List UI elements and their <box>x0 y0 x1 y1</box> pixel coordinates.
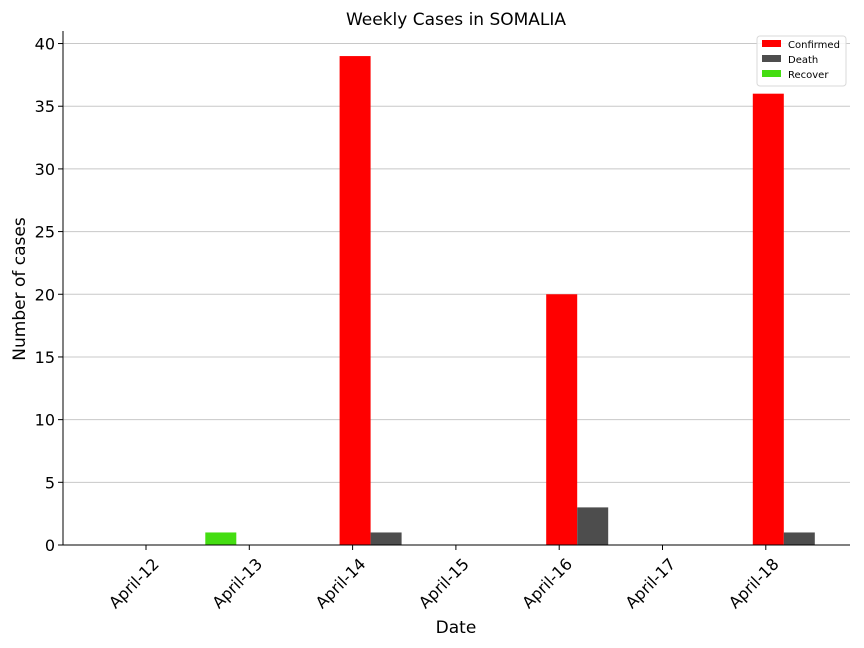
x-tick-label: April-13 <box>208 554 266 612</box>
y-tick-label: 5 <box>45 473 55 492</box>
x-tick-label: April-12 <box>105 554 163 612</box>
y-tick-label: 0 <box>45 536 55 555</box>
bar-confirmed-april-14 <box>339 56 371 545</box>
gridlines <box>63 43 850 483</box>
bar-death-april-16 <box>577 507 609 545</box>
axes <box>62 31 850 546</box>
legend-swatch <box>762 70 781 77</box>
y-tick-label: 35 <box>35 97 55 116</box>
y-tick-label: 10 <box>35 411 55 430</box>
chart-title: Weekly Cases in SOMALIA <box>346 10 566 30</box>
x-tick-label: April-15 <box>415 554 473 612</box>
x-tick-label: April-18 <box>725 554 783 612</box>
y-tick-label: 40 <box>35 35 55 54</box>
legend-swatch <box>762 40 781 47</box>
bars <box>205 56 815 546</box>
legend-label: Death <box>788 55 818 66</box>
bar-death-april-14 <box>370 532 402 545</box>
x-tick-label: April-17 <box>622 554 680 612</box>
legend-swatch <box>762 55 781 62</box>
x-axis-title: Date <box>436 618 477 638</box>
y-tick-label: 30 <box>35 160 55 179</box>
x-tick-label: April-16 <box>518 554 576 612</box>
legend-label: Recover <box>788 70 829 81</box>
legend-label: Confirmed <box>788 40 840 51</box>
x-ticks: April-12 April-13 April-14 April-15 April-16… <box>105 545 783 612</box>
bar-confirmed-april-18 <box>752 93 784 546</box>
y-tick-label: 15 <box>35 348 55 367</box>
x-tick-label: April-14 <box>312 554 370 612</box>
legend: Confirmed Death Recover <box>756 35 847 87</box>
y-tick-label: 25 <box>35 223 55 242</box>
bar-death-april-18 <box>783 532 815 545</box>
y-tick-label: 20 <box>35 285 55 304</box>
y-ticks: 0 5 10 15 20 25 30 35 40 <box>35 35 63 555</box>
y-axis-title: Number of cases <box>10 217 30 361</box>
bar-confirmed-april-16 <box>546 294 578 545</box>
bar-recover-april-13 <box>205 532 237 545</box>
